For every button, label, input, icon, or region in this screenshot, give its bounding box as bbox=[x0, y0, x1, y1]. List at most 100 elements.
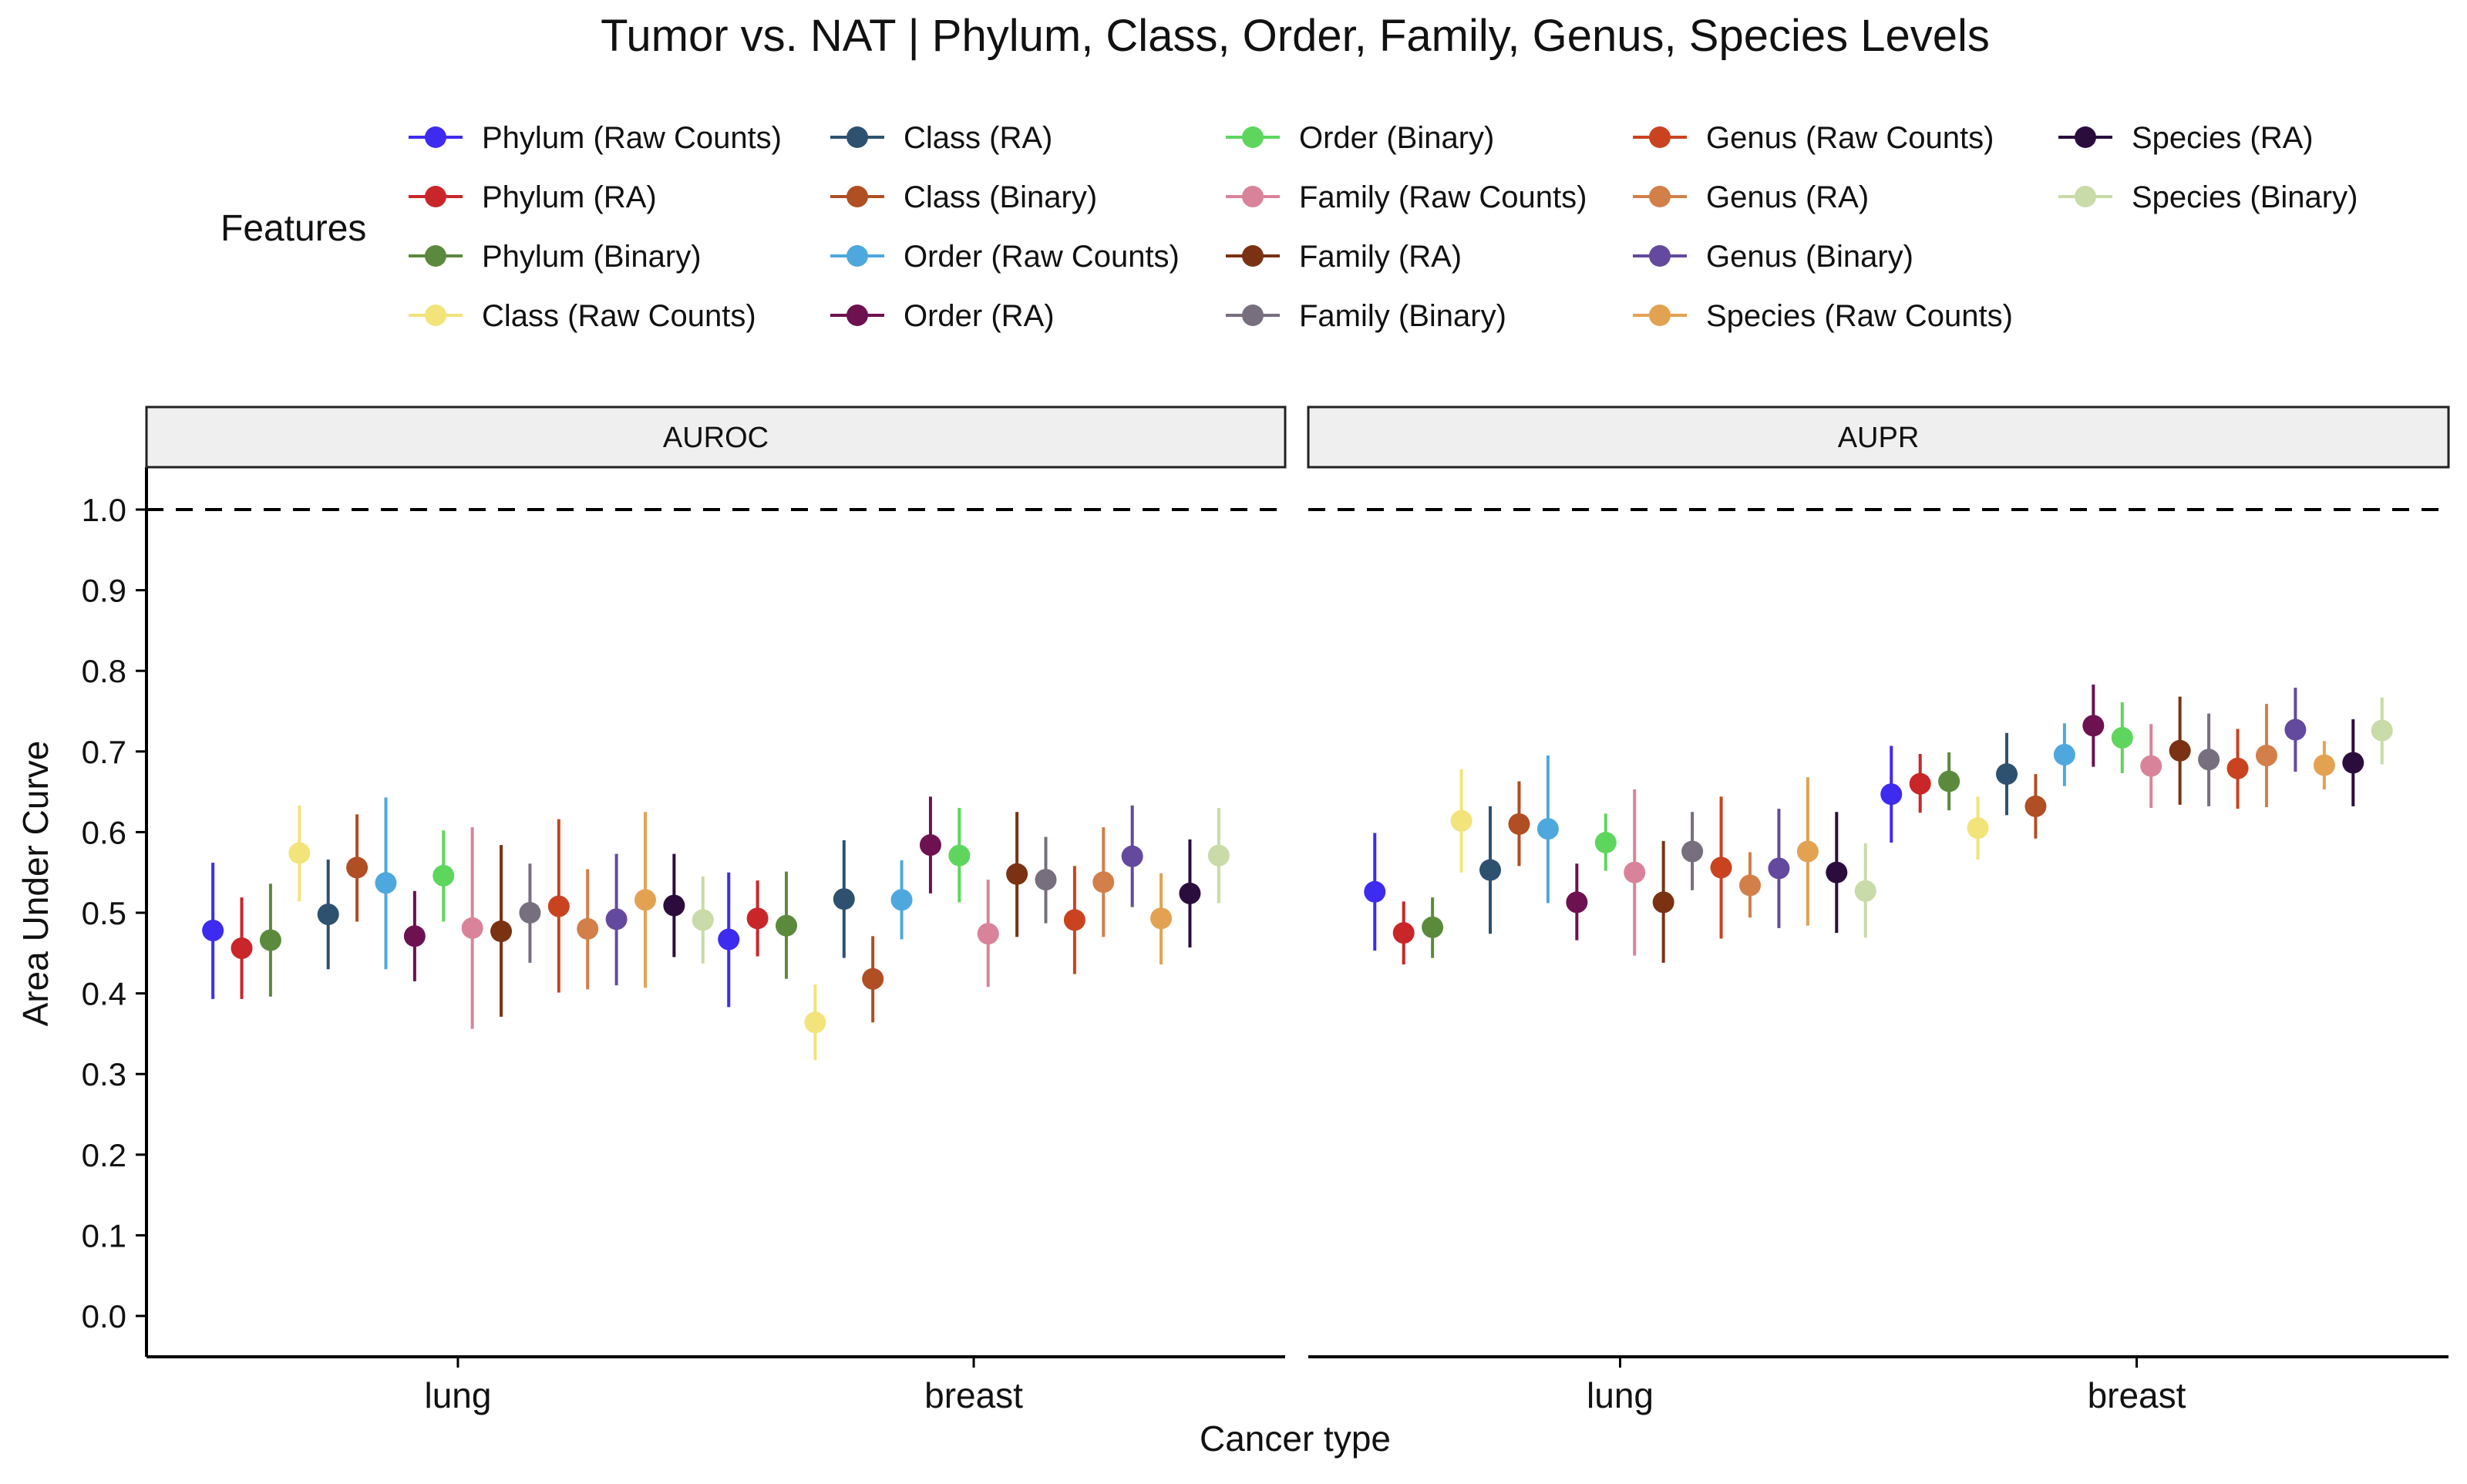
point-marker bbox=[634, 889, 656, 911]
point-marker bbox=[432, 864, 455, 887]
legend-item: Species (Binary) bbox=[2058, 180, 2358, 214]
panel-auroc: AUROC lung breast bbox=[145, 405, 1287, 1415]
data-point bbox=[1121, 805, 1143, 907]
data-point bbox=[346, 814, 369, 922]
legend-label: Genus (Binary) bbox=[1706, 240, 1913, 274]
panel-aupr: AUPR lung breast bbox=[1307, 405, 2450, 1415]
point-marker bbox=[1710, 856, 1732, 879]
point-marker bbox=[1826, 861, 1848, 883]
y-tick-label: 0.3 bbox=[82, 1056, 126, 1092]
legend-label: Genus (Raw Counts) bbox=[1706, 121, 1994, 155]
point-marker bbox=[259, 929, 281, 951]
point-marker bbox=[1450, 809, 1472, 832]
point-marker bbox=[1422, 916, 1444, 938]
point-marker bbox=[1909, 772, 1931, 795]
point-marker bbox=[547, 895, 570, 917]
point-marker bbox=[1967, 817, 1989, 840]
data-point bbox=[403, 890, 426, 981]
legend-key-dot bbox=[846, 126, 868, 148]
point-marker bbox=[346, 856, 369, 879]
x-tick-label: lung bbox=[1587, 1375, 1654, 1415]
point-marker bbox=[403, 925, 426, 947]
y-tick-label: 0.4 bbox=[82, 976, 126, 1012]
legend-item: Genus (Raw Counts) bbox=[1633, 121, 1994, 155]
point-marker bbox=[833, 888, 855, 910]
point-marker bbox=[375, 872, 397, 894]
data-point bbox=[746, 880, 769, 957]
legend-key-dot bbox=[2075, 126, 2096, 148]
legend-item: Species (Raw Counts) bbox=[1633, 299, 2013, 333]
point-marker bbox=[776, 914, 798, 937]
data-point bbox=[948, 808, 971, 903]
point-marker bbox=[317, 904, 339, 926]
data-point bbox=[519, 863, 541, 963]
y-tick-label: 0.7 bbox=[82, 734, 126, 770]
point-marker bbox=[1854, 880, 1876, 902]
data-point bbox=[2140, 724, 2162, 809]
legend-key-dot bbox=[1649, 245, 1671, 267]
legend-label: Order (RA) bbox=[904, 299, 1055, 333]
x-axis-label: Cancer type bbox=[1200, 1418, 1391, 1459]
legend-label: Phylum (RA) bbox=[482, 180, 657, 214]
point-marker bbox=[1207, 844, 1230, 867]
legend-label: Phylum (Raw Counts) bbox=[482, 121, 782, 155]
data-point bbox=[1681, 812, 1704, 890]
data-point bbox=[1508, 781, 1530, 867]
point-marker bbox=[519, 902, 541, 924]
data-point bbox=[375, 797, 397, 970]
legend-key-dot bbox=[2075, 186, 2096, 207]
point-marker bbox=[919, 834, 941, 856]
legend-label: Phylum (Binary) bbox=[482, 240, 702, 274]
point-marker bbox=[1880, 783, 1903, 806]
x-tick-label: breast bbox=[924, 1375, 1023, 1415]
data-point bbox=[718, 872, 740, 1008]
point-marker bbox=[1738, 874, 1761, 897]
legend-item: Order (Binary) bbox=[1226, 121, 1494, 155]
panel-strip-label: AUPR bbox=[1838, 422, 1920, 454]
point-marker bbox=[1996, 763, 2018, 786]
point-marker bbox=[577, 917, 599, 940]
point-marker bbox=[2111, 727, 2133, 749]
data-point bbox=[2082, 684, 2105, 767]
legend-label: Class (RA) bbox=[904, 121, 1052, 155]
point-marker bbox=[1392, 922, 1415, 944]
legend-item: Order (Raw Counts) bbox=[830, 240, 1180, 274]
legend-label: Family (Raw Counts) bbox=[1299, 180, 1587, 214]
data-point bbox=[547, 819, 570, 993]
point-marker bbox=[2082, 715, 2105, 737]
point-marker bbox=[1594, 831, 1617, 853]
legend-item: Phylum (Raw Counts) bbox=[409, 121, 782, 155]
point-marker bbox=[2342, 752, 2364, 774]
point-marker bbox=[1179, 882, 1201, 904]
data-point bbox=[1392, 901, 1415, 964]
legend-item: Family (Binary) bbox=[1226, 299, 1506, 333]
point-marker bbox=[231, 937, 253, 960]
y-tick-label: 0.0 bbox=[82, 1298, 126, 1334]
data-point bbox=[919, 796, 941, 893]
data-point bbox=[317, 859, 339, 970]
point-marker bbox=[1938, 770, 1960, 792]
data-point bbox=[461, 827, 483, 1029]
legend-item: Genus (RA) bbox=[1633, 180, 1869, 214]
data-point bbox=[1909, 753, 1931, 813]
legend-item: Genus (Binary) bbox=[1633, 240, 1913, 274]
data-point bbox=[2342, 718, 2364, 806]
point-marker bbox=[1768, 857, 1790, 880]
legend-label: Genus (RA) bbox=[1706, 180, 1869, 214]
data-point bbox=[1006, 812, 1028, 937]
data-point bbox=[1768, 809, 1790, 928]
legend-label: Order (Raw Counts) bbox=[904, 240, 1180, 274]
data-point bbox=[1450, 769, 1472, 873]
legend-label: Species (Binary) bbox=[2132, 180, 2358, 214]
point-marker bbox=[1006, 863, 1028, 885]
point-marker bbox=[2024, 795, 2047, 817]
legend-label: Family (Binary) bbox=[1299, 299, 1506, 333]
legend-key-dot bbox=[425, 305, 446, 326]
legend-key-dot bbox=[1649, 305, 1671, 326]
point-marker bbox=[1652, 891, 1674, 914]
data-point bbox=[490, 845, 513, 1017]
data-point bbox=[1364, 833, 1386, 951]
